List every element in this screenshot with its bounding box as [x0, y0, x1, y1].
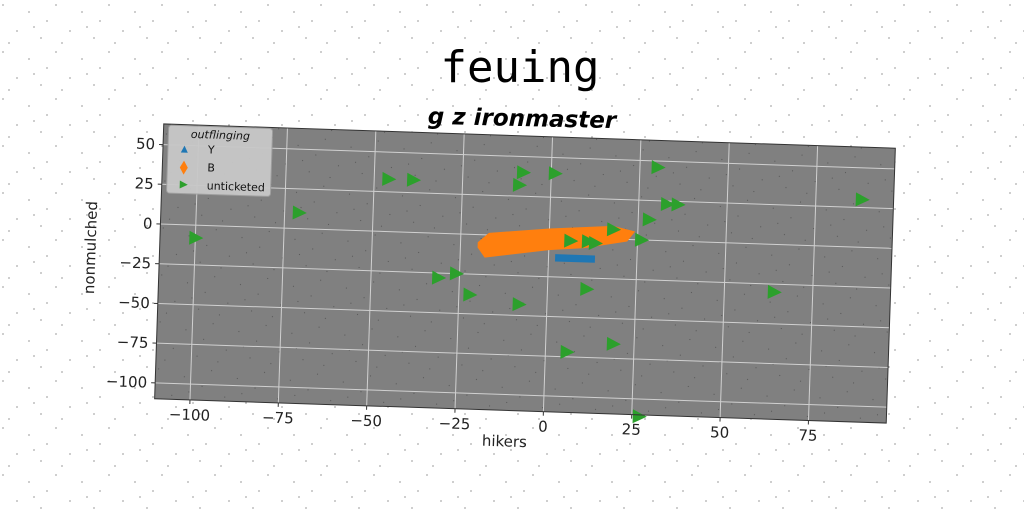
x-tick-label: 0 [538, 418, 548, 436]
scatter-point [660, 197, 676, 212]
x-gridline [454, 133, 465, 409]
legend-marker-b [179, 160, 188, 175]
x-tick-label: −50 [350, 411, 382, 430]
grid [155, 125, 895, 421]
legend-box [166, 124, 274, 197]
scatter-point [382, 171, 397, 186]
y-gridline [163, 144, 895, 170]
scatter-point [516, 165, 532, 180]
scatter-point [606, 336, 621, 351]
x-tick-label: −25 [438, 414, 470, 433]
x-gridline [631, 139, 642, 415]
legend-label-unticketed: unticketed [206, 179, 265, 194]
series-y [554, 254, 596, 263]
scatter-point [581, 234, 596, 249]
scatter-point [431, 270, 447, 285]
scatter-point [632, 409, 647, 424]
scatter-point [560, 344, 575, 359]
scatter-point [651, 160, 666, 175]
y-axis-label: nonmulched [80, 201, 101, 295]
scatter-point [512, 297, 527, 312]
scatter-point [671, 197, 686, 212]
scatter-point [855, 192, 870, 207]
x-tick-label: −100 [169, 405, 211, 424]
scatter-point [634, 232, 650, 247]
chart-subtitle: g z ironmaster [428, 104, 619, 134]
legend-marker-y [180, 145, 188, 153]
scatter-point [548, 166, 563, 181]
chart-title: feuing [441, 42, 600, 93]
plot-frame [154, 123, 896, 424]
series-b [477, 225, 636, 258]
x-gridline [719, 142, 730, 418]
tick-labels: −100 −75 −50 −25 0 25 50 75 50 25 0 −25 −50 −75 −100 [106, 135, 818, 445]
x-gridline [542, 136, 554, 412]
area-b [477, 225, 636, 258]
y-gridline [161, 183, 894, 210]
x-tick-label: 25 [621, 420, 641, 439]
x-gridline [366, 130, 377, 406]
plot-area: −100 −75 −50 −25 0 25 50 75 50 25 0 −25 −50 −75 −100 o… [80, 123, 896, 451]
y-gridline [159, 263, 891, 289]
scatter-point [767, 284, 782, 299]
scatter-point [406, 172, 422, 187]
scatter-point [463, 287, 478, 302]
scatter-point [564, 233, 579, 248]
scatter-point [606, 222, 622, 237]
y-tick-label: −100 [106, 372, 148, 391]
y-tick-label: 25 [134, 174, 154, 193]
y-gridline [156, 342, 889, 368]
x-gridline [807, 145, 819, 421]
y-gridline [155, 382, 887, 408]
x-axis-label: hikers [482, 432, 528, 451]
x-tick-label: 50 [710, 423, 730, 442]
scatter-point [580, 281, 595, 296]
y-tick-label: 50 [136, 135, 156, 154]
series-unticketed [189, 160, 870, 424]
series-layer [189, 160, 870, 424]
x-gridline [277, 128, 288, 403]
scatter-point [292, 205, 307, 220]
legend-marker-unticketed [179, 180, 188, 189]
legend-title: outflinging [191, 128, 251, 143]
x-tick-label: −75 [262, 408, 294, 427]
y-tick-label: −25 [119, 253, 151, 272]
y-tick-label: 0 [143, 214, 153, 232]
scatter-point [449, 266, 464, 281]
scatter-point [189, 230, 204, 245]
y-gridline [157, 302, 890, 329]
scatter-point [512, 177, 528, 192]
scatter-point [588, 236, 603, 251]
scatter-point [642, 212, 657, 227]
x-tick-label: 75 [798, 426, 818, 445]
area-y [554, 254, 596, 263]
legend-label-b: B [207, 161, 215, 174]
y-tick-label: −50 [118, 293, 150, 312]
y-tick-label: −75 [117, 333, 149, 352]
legend: outflinging Y B unticketed [166, 124, 274, 197]
legend-label-y: Y [207, 143, 215, 156]
